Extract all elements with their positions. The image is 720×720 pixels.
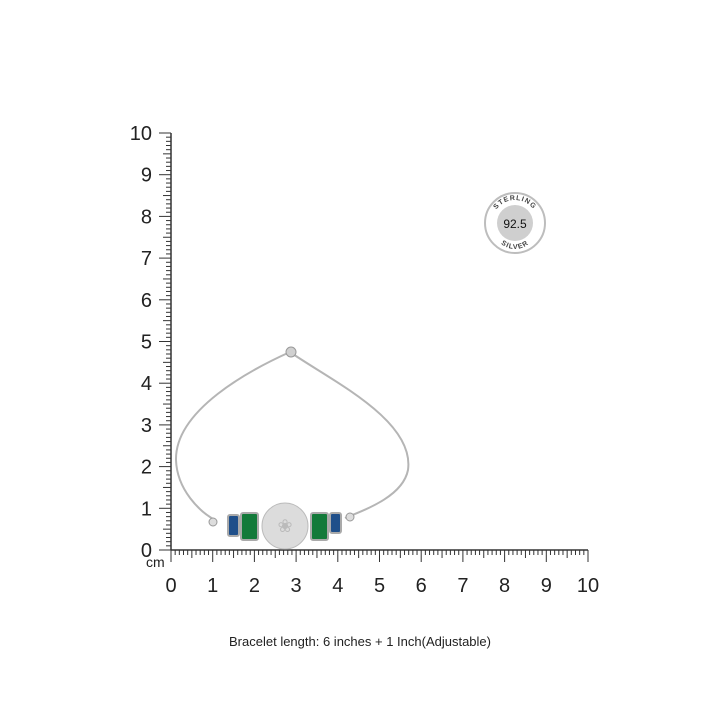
slider-bead — [285, 346, 297, 358]
lakshmi-coin — [261, 502, 309, 550]
horizontal-tick-label: 6 — [416, 575, 427, 597]
coin-engraving: ❀ — [277, 516, 292, 536]
end-bead — [208, 517, 218, 527]
horizontal-tick-label: 2 — [249, 575, 260, 597]
vertical-tick-label: 1 — [141, 498, 152, 520]
bracelet-chain — [289, 351, 410, 519]
vertical-tick-label: 6 — [141, 290, 152, 312]
end-bead — [345, 512, 355, 522]
vertical-tick-label: 0 — [141, 540, 152, 562]
horizontal-tick-label: 5 — [374, 575, 385, 597]
vertical-tick-label: 8 — [141, 206, 152, 228]
bracelet-chain — [174, 351, 291, 521]
badge-bottom-text: SILVER — [500, 240, 530, 251]
vertical-tick-label: 7 — [141, 248, 152, 270]
green-stone — [310, 512, 329, 541]
badge-value: 92.5 — [503, 217, 527, 231]
unit-label: cm — [146, 554, 165, 570]
sterling-silver-badge: STERLING SILVER 92.5 — [484, 192, 546, 254]
caption: Bracelet length: 6 inches + 1 Inch(Adjus… — [229, 634, 491, 649]
svg-text:SILVER: SILVER — [500, 240, 531, 251]
green-stone — [240, 512, 259, 541]
vertical-tick-label: 3 — [141, 415, 152, 437]
horizontal-tick-label: 7 — [457, 575, 468, 597]
blue-stone — [227, 514, 240, 537]
horizontal-tick-label: 9 — [541, 575, 552, 597]
horizontal-tick-label: 10 — [577, 575, 599, 597]
bracelet-image: ❀ — [174, 346, 410, 550]
vertical-tick-label: 10 — [130, 123, 152, 145]
horizontal-tick-label: 1 — [207, 575, 218, 597]
ruler: 0 1 2 3 4 5 6 7 8 9 10 0 1 2 3 4 5 6 7 8 9 10 cm — [130, 123, 599, 597]
horizontal-tick-label: 0 — [165, 575, 176, 597]
vertical-tick-label: 9 — [141, 165, 152, 187]
horizontal-tick-label: 8 — [499, 575, 510, 597]
vertical-tick-label: 2 — [141, 457, 152, 479]
vertical-tick-label: 4 — [141, 373, 152, 395]
horizontal-tick-label: 3 — [291, 575, 302, 597]
horizontal-tick-label: 4 — [332, 575, 343, 597]
blue-stone — [329, 512, 342, 534]
vertical-tick-label: 5 — [141, 332, 152, 354]
